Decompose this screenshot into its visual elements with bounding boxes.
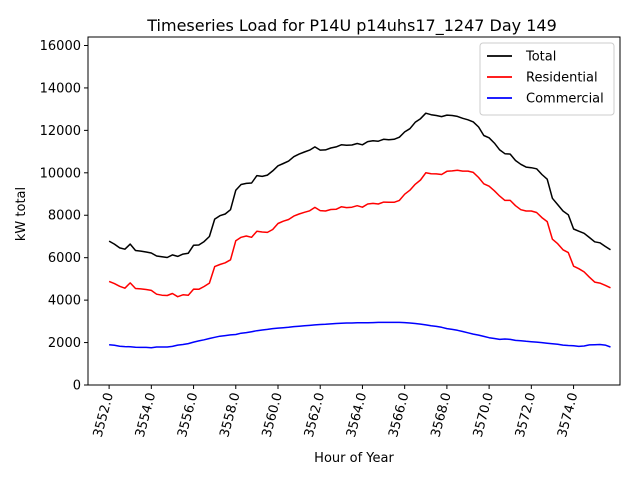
y-tick-label: 0 <box>73 379 81 394</box>
y-tick-label: 4000 <box>48 294 81 309</box>
legend-label-total: Total <box>525 50 556 65</box>
y-tick-label: 6000 <box>48 251 81 266</box>
series-line-commercial <box>109 321 611 349</box>
series-line-residential <box>108 169 611 298</box>
legend: Total Residential Commercial <box>479 42 615 116</box>
y-tick-label: 10000 <box>40 166 81 181</box>
y-tick-label: 16000 <box>40 39 81 54</box>
legend-label-residential: Residential <box>526 71 598 86</box>
chart-title: Timeseries Load for P14U p14uhs17_1247 D… <box>146 16 557 36</box>
legend-box <box>479 42 615 116</box>
plot-frame <box>87 36 621 386</box>
y-tick-label: 8000 <box>48 209 81 224</box>
legend-label-commercial: Commercial <box>526 92 604 107</box>
y-tick-label: 2000 <box>48 336 81 351</box>
series-line-total <box>108 112 611 259</box>
x-axis-title: Hour of Year <box>314 451 394 466</box>
y-tick-label: 14000 <box>40 81 81 96</box>
y-axis-title: kW total <box>14 187 29 241</box>
y-tick-label: 12000 <box>40 124 81 139</box>
